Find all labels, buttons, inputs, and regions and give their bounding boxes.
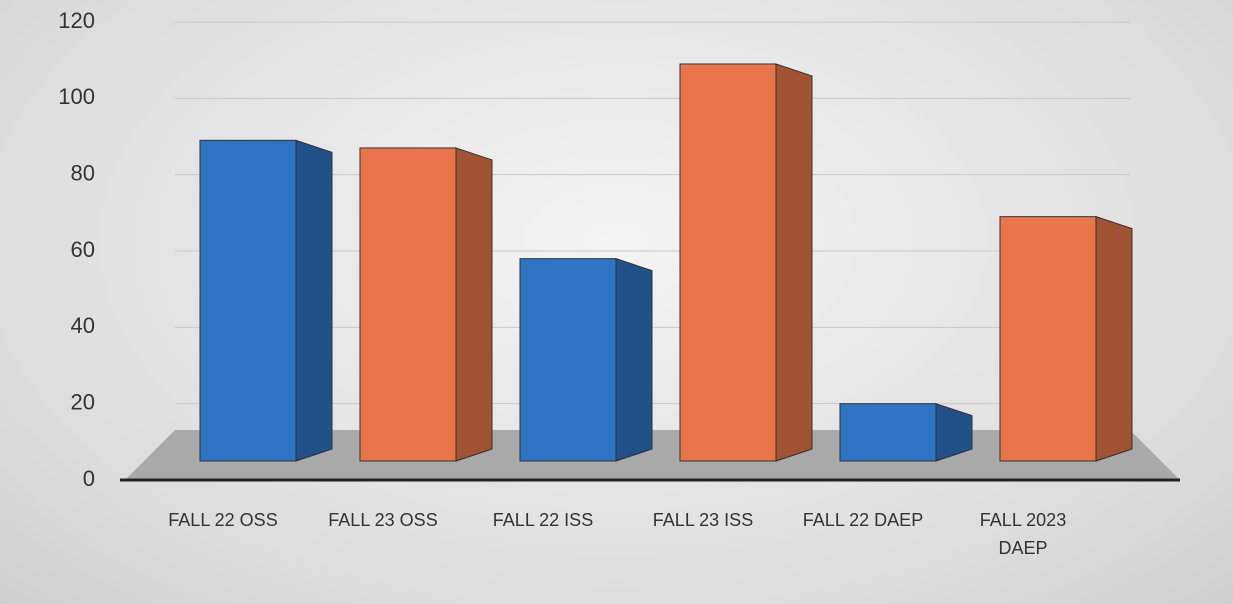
bar-side xyxy=(455,147,493,462)
bar-side xyxy=(1095,215,1133,462)
x-tick-label: FALL 23 OSS xyxy=(328,510,438,530)
bar xyxy=(359,147,457,462)
y-tick-label: 100 xyxy=(58,84,95,109)
bar-side xyxy=(775,63,813,462)
x-tick-label: FALL 22 ISS xyxy=(492,510,594,530)
bar xyxy=(839,403,937,462)
x-tick-label: FALL 22 OSS xyxy=(168,510,278,530)
x-tick-label: FALL 23 ISS xyxy=(652,510,754,530)
y-tick-label: 0 xyxy=(83,466,95,491)
bar xyxy=(199,139,297,462)
y-tick-label: 60 xyxy=(71,237,95,262)
bar xyxy=(679,63,777,462)
y-tick-label: 20 xyxy=(71,389,95,414)
y-tick-label: 40 xyxy=(71,313,95,338)
bar xyxy=(519,258,617,462)
y-tick-label: 120 xyxy=(58,8,95,33)
y-tick-label: 80 xyxy=(71,160,95,185)
bar-side xyxy=(295,139,333,462)
bar xyxy=(999,216,1097,462)
x-tick-label: FALL 2023 DAEP xyxy=(979,510,1067,558)
x-tick-label: FALL 22 DAEP xyxy=(802,510,924,530)
bar-side xyxy=(615,257,653,462)
